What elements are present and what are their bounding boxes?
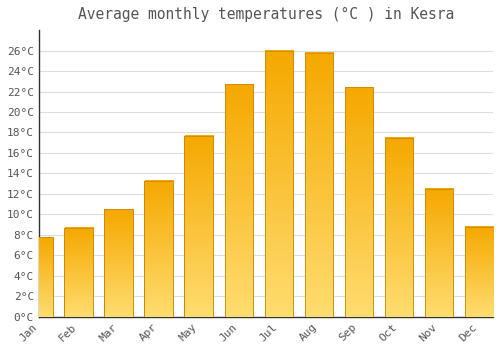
- Bar: [144, 181, 174, 317]
- Bar: [184, 135, 214, 317]
- Bar: [464, 227, 494, 317]
- Bar: [384, 138, 414, 317]
- Bar: [224, 84, 254, 317]
- Title: Average monthly temperatures (°C ) in Kesra: Average monthly temperatures (°C ) in Ke…: [78, 7, 454, 22]
- Bar: [304, 52, 334, 317]
- Bar: [344, 88, 374, 317]
- Bar: [24, 237, 53, 317]
- Bar: [264, 50, 294, 317]
- Bar: [64, 228, 93, 317]
- Bar: [424, 189, 454, 317]
- Bar: [104, 209, 134, 317]
